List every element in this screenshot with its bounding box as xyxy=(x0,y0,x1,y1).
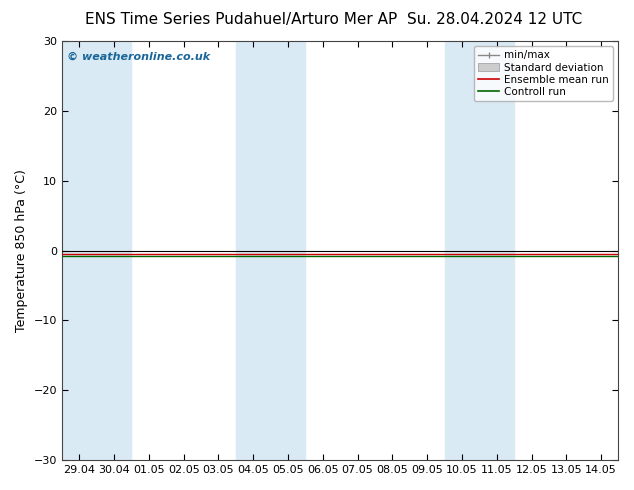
Bar xyxy=(62,41,131,460)
Text: © weatheronline.co.uk: © weatheronline.co.uk xyxy=(67,51,210,62)
Legend: min/max, Standard deviation, Ensemble mean run, Controll run: min/max, Standard deviation, Ensemble me… xyxy=(474,46,613,101)
Bar xyxy=(444,41,514,460)
Y-axis label: Temperature 850 hPa (°C): Temperature 850 hPa (°C) xyxy=(15,169,28,332)
Text: ENS Time Series Pudahuel/Arturo Mer AP: ENS Time Series Pudahuel/Arturo Mer AP xyxy=(85,12,397,27)
Text: Su. 28.04.2024 12 UTC: Su. 28.04.2024 12 UTC xyxy=(407,12,582,27)
Bar xyxy=(236,41,306,460)
